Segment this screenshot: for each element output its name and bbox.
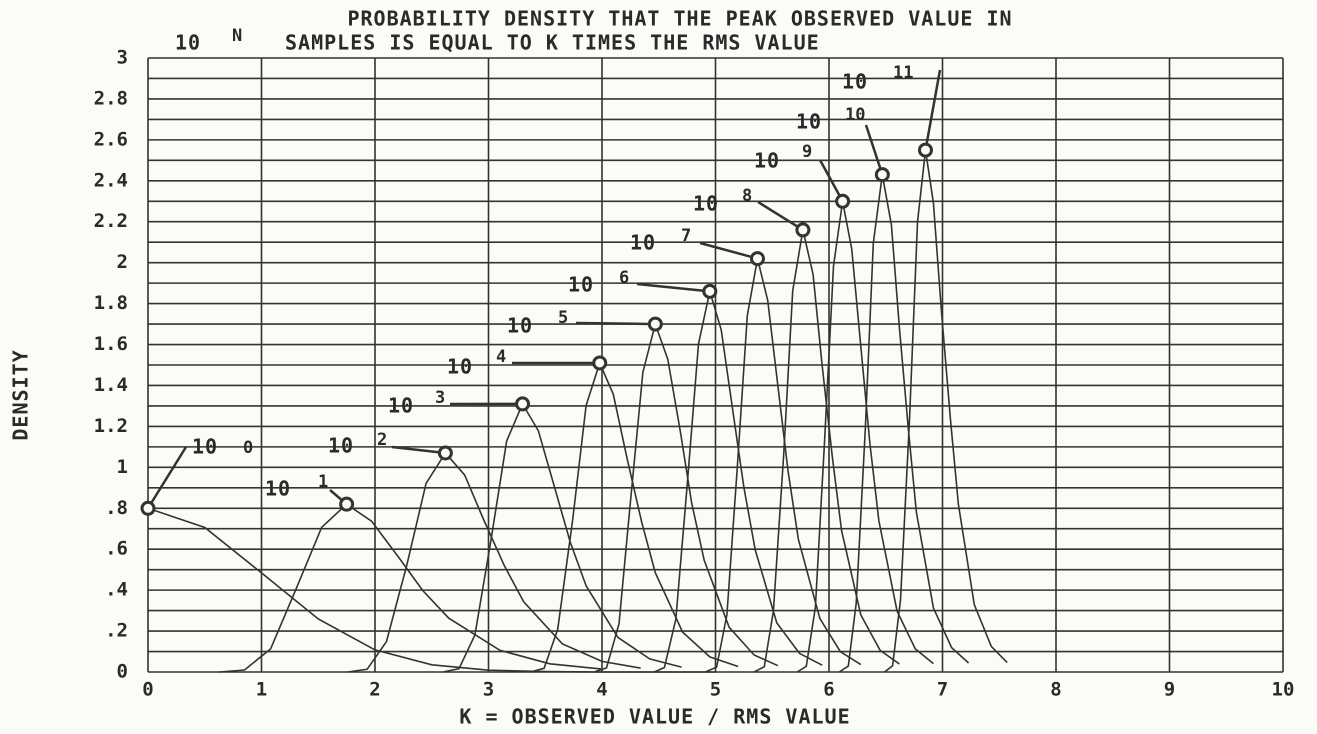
curve-label-exponent: 11 (893, 63, 913, 83)
y-tick-label: .8 (105, 497, 128, 519)
peak-marker (795, 222, 811, 238)
density-curve (884, 149, 1008, 673)
curve-label: 10 (328, 434, 354, 458)
curve-label: 10 (265, 477, 291, 501)
curve-label: 10 (842, 70, 868, 94)
peak-marker (917, 142, 933, 158)
y-tick-label: 1.8 (94, 292, 128, 314)
leader-line (864, 124, 884, 176)
peak-marker (437, 445, 453, 461)
x-tick-label: 10 (1272, 679, 1295, 701)
x-tick-label: 5 (710, 679, 721, 701)
y-tick-label: 2 (117, 251, 128, 273)
curve-label: 10 (568, 273, 594, 297)
title-line2: SAMPLES IS EQUAL TO K TIMES THE RMS VALU… (285, 31, 820, 55)
density-curve (653, 291, 823, 673)
y-tick-label: 2.8 (94, 87, 128, 109)
y-tick-label: 2.4 (94, 169, 128, 191)
curve-label: 10 (754, 149, 780, 173)
curve-label: 10 (507, 314, 533, 338)
leader-line (699, 241, 758, 260)
density-curve (704, 258, 862, 673)
curve-label-exponent: 7 (681, 226, 691, 246)
curve-label-exponent: 9 (802, 142, 812, 162)
density-curve (593, 321, 779, 673)
x-tick-label: 6 (823, 679, 834, 701)
curve-label-exponent: 0 (243, 438, 253, 458)
x-axis-label: K = OBSERVED VALUE / RMS VALUE (459, 705, 850, 729)
density-curve (530, 360, 739, 673)
leader-line (924, 69, 942, 151)
curve-label: 10 (192, 435, 218, 459)
curve-label: 10 (447, 355, 473, 379)
leader-line (146, 446, 188, 509)
curve-label: 10 (796, 110, 822, 134)
curve-label-exponent: 10 (845, 105, 865, 125)
x-tick-label: 8 (1050, 679, 1061, 701)
peak-marker (339, 496, 355, 512)
density-curve (753, 229, 900, 673)
y-tick-label: 3 (117, 47, 128, 69)
curve-label-exponent: 1 (318, 472, 328, 492)
curve-label-exponent: 8 (742, 186, 752, 206)
density-curve (147, 507, 716, 673)
curve-label-exponent: 6 (619, 268, 629, 288)
y-tick-label: .4 (105, 579, 128, 601)
density-curve (219, 503, 601, 673)
curve-label-exponent: 5 (558, 308, 568, 328)
y-tick-label: .2 (105, 620, 128, 642)
peak-marker (749, 251, 765, 267)
title-base: 10 (175, 31, 201, 55)
leader-line (757, 200, 804, 231)
title-line1: PROBABILITY DENSITY THAT THE PEAK OBSERV… (347, 7, 1012, 31)
leader-line (818, 159, 844, 202)
density-curve (838, 174, 970, 673)
curve-label: 10 (388, 394, 414, 418)
curve-label-exponent: 3 (435, 388, 445, 408)
peak-marker (874, 167, 890, 183)
x-tick-label: 3 (483, 679, 494, 701)
y-axis-label: DENSITY (9, 349, 33, 440)
leader-line (636, 282, 710, 293)
peak-marker (702, 283, 718, 299)
y-tick-label: 1.2 (94, 415, 128, 437)
peak-marker (515, 396, 531, 412)
leader-line (391, 445, 446, 455)
y-tick-label: 1.6 (94, 333, 128, 355)
density-curve (347, 451, 641, 673)
x-tick-label: 9 (1164, 679, 1175, 701)
x-tick-label: 2 (369, 679, 380, 701)
curve-label: 10 (693, 192, 719, 216)
y-tick-label: .6 (105, 538, 128, 560)
y-tick-label: 2.2 (94, 210, 128, 232)
peak-marker (592, 355, 608, 371)
y-tick-label: 2.6 (94, 128, 128, 150)
curve-label-exponent: 2 (377, 430, 387, 450)
curve-label-exponent: 4 (496, 347, 506, 367)
y-tick-label: 1.4 (94, 374, 128, 396)
curve-label: 10 (630, 231, 656, 255)
density-curve (796, 201, 934, 673)
peak-marker (647, 316, 663, 332)
y-tick-label: 1 (117, 456, 128, 478)
peak-marker (140, 500, 156, 516)
y-tick-label: 0 (117, 661, 128, 683)
x-tick-label: 0 (142, 679, 153, 701)
x-tick-label: 4 (596, 679, 607, 701)
title-exponent: N (232, 26, 242, 46)
peak-marker (835, 193, 851, 209)
leader-line (575, 321, 656, 326)
x-tick-label: 7 (937, 679, 948, 701)
x-tick-label: 1 (256, 679, 267, 701)
density-curve (442, 402, 682, 673)
